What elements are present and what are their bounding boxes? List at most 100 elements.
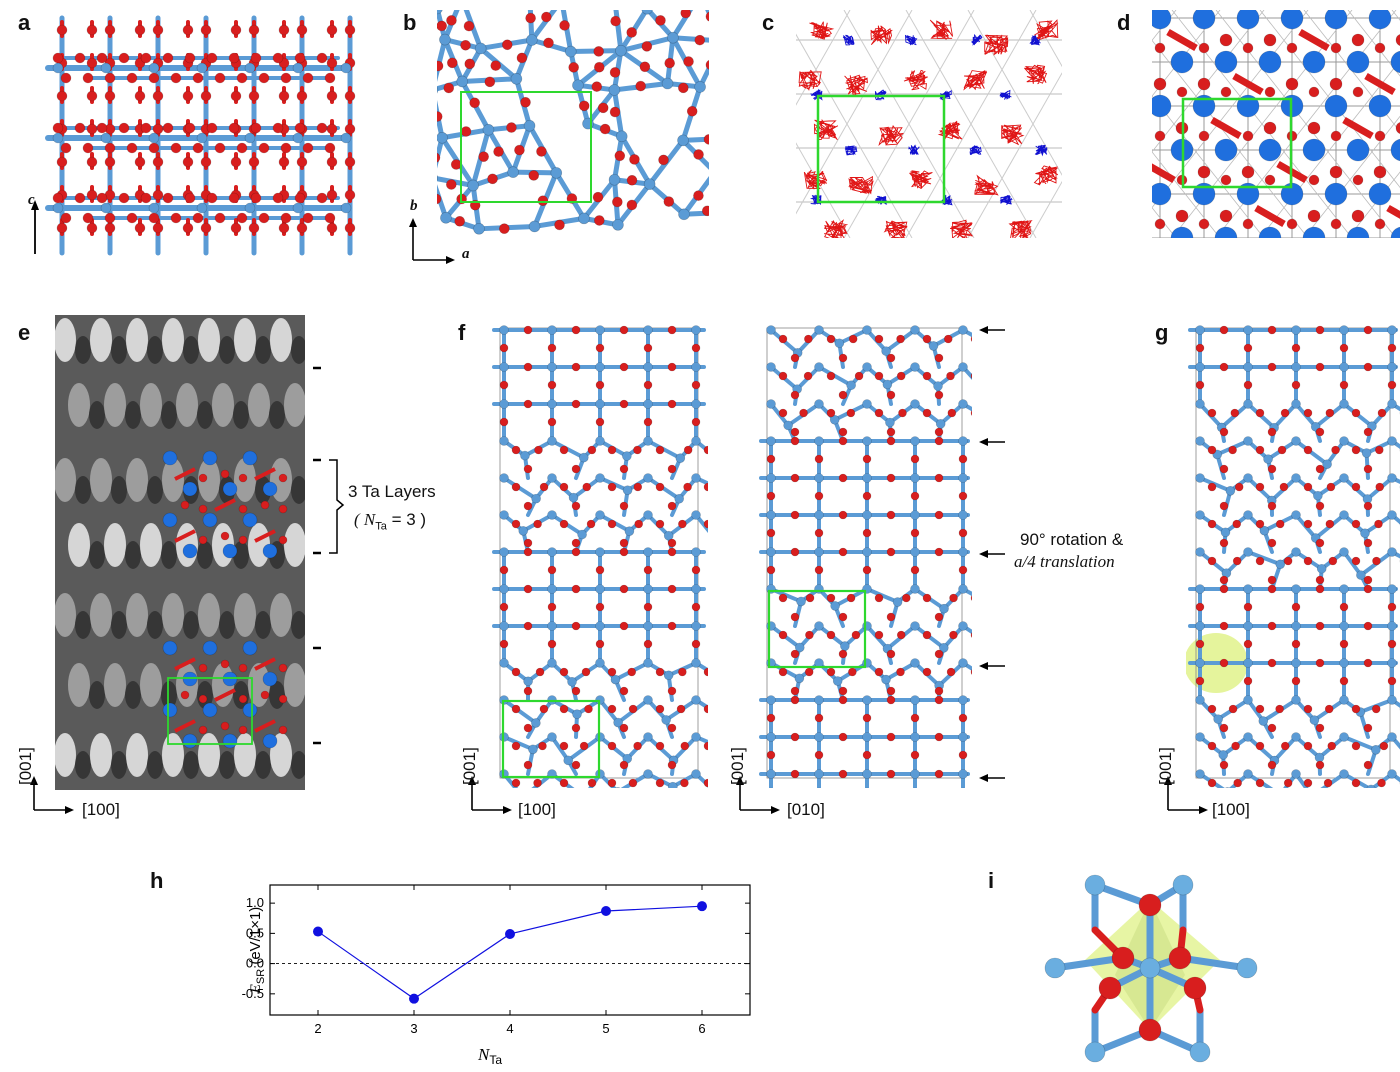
o-atom [766,491,776,501]
atom-column [126,458,148,502]
o-atom [934,353,944,363]
o-atom [1339,602,1349,612]
axis-g-horizontal: [100] [1212,800,1250,819]
bond [1390,476,1400,485]
ta-atom [100,132,112,144]
o-atom [541,11,552,23]
o-dimer [1386,204,1400,219]
o-atom [1267,658,1277,668]
o-atom [523,621,533,631]
dark-column [255,751,271,779]
ta-site [1302,226,1326,238]
ta-atom [814,584,824,594]
o-atom [1339,639,1349,649]
o-atom [619,686,629,696]
grid-line [1029,10,1062,68]
o-atom [296,222,308,234]
o-atom [523,547,533,557]
ta-atom [1213,714,1223,724]
ta-atom [958,325,968,335]
o-atom [814,454,824,464]
ta-atom [766,510,776,520]
o-atom [104,90,116,102]
ta-atom [1387,399,1397,409]
o-dimer [254,657,276,671]
o-atom [86,90,98,102]
o-atom [559,667,569,677]
ta-atom [1387,584,1397,594]
x-tick-label: 3 [410,1021,417,1036]
o-atom [1328,556,1338,566]
ta-atom [1243,547,1253,557]
o-atom [655,667,665,677]
o-atom [934,769,944,779]
ta-atom [691,362,701,372]
axis-label-a: a [462,246,470,262]
o-site [1330,130,1342,142]
o-atom [511,445,521,455]
o-site [278,535,288,545]
o-site [1395,34,1400,46]
o-atom [326,57,338,69]
x-tick-label: 4 [506,1021,513,1036]
o-atom [60,212,72,224]
data-point [697,901,707,912]
ta-atom [1291,399,1301,409]
dark-column [255,611,271,639]
o-atom [278,222,290,234]
atom-column [126,593,148,637]
translation-label: a/4 translation [1014,552,1115,571]
o-site [1329,77,1343,91]
o-atom [1291,380,1301,390]
ta-atom [1339,695,1349,705]
trajectory [937,120,963,140]
ta-atom [520,450,530,461]
o-atom [250,192,262,204]
dark-column [147,336,163,364]
o-site [1374,218,1386,230]
o-atom [766,750,776,760]
o-atom [326,222,338,234]
o-atom [1267,427,1277,437]
o-atom [170,142,182,154]
o-site [278,725,288,735]
o-atom [296,24,308,36]
trajectory [878,124,905,146]
o-atom [667,362,677,372]
o-atom [896,371,906,381]
grid-line [967,10,1062,176]
o-atom [628,778,638,788]
bond [694,735,708,745]
ta-atom [615,44,627,57]
ta-atom [814,399,824,409]
o-atom [803,371,813,381]
o-site [238,535,248,545]
o-atom [1207,778,1217,788]
axis-f1-horizontal: [100] [518,800,556,819]
o-site [1308,174,1320,186]
o-atom [886,353,896,363]
o-atom [547,417,557,427]
o-atom [126,72,138,84]
ta-atom [1084,1041,1106,1063]
atom-column [270,593,292,637]
o-atom [970,668,972,676]
o-atom [1303,408,1313,418]
ta-atom [766,584,776,594]
dark-column [75,336,91,364]
o-atom [683,56,694,67]
ta-atom [814,436,824,446]
o-atom [862,565,872,575]
trajectory [1029,34,1041,46]
o-atom [901,593,911,603]
o-atom [639,61,651,73]
ta-atom [499,399,509,409]
ta-atom [1291,658,1301,668]
ta-atom [958,584,968,594]
y-tick-label: 0.5 [246,925,264,940]
dark-column [147,476,163,504]
o-atom [667,464,677,474]
o-site [1153,77,1167,91]
o-atom [922,408,932,418]
o-atom [511,741,521,751]
